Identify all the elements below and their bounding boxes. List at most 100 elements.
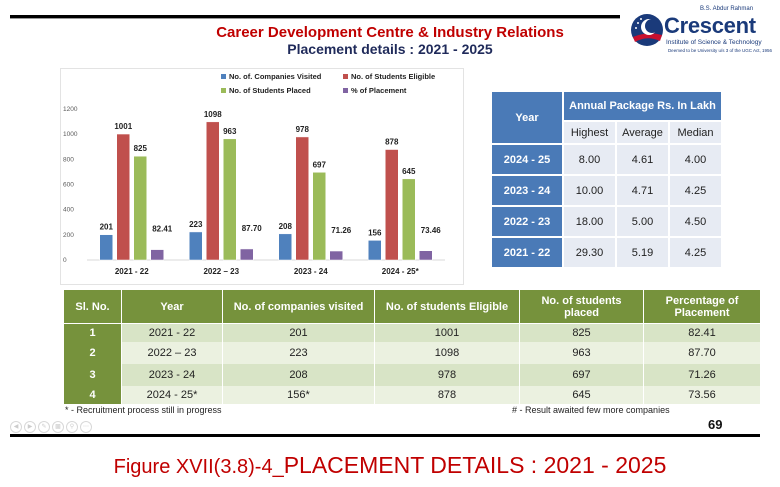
col-sl-no: Sl. No. — [63, 289, 122, 324]
row-placed: 645 — [519, 386, 644, 404]
package-highest: 18.00 — [564, 207, 615, 236]
package-group-header: Annual Package Rs. In Lakh — [564, 92, 721, 120]
package-year: 2022 - 23 — [492, 207, 562, 236]
more-icon[interactable]: ⋯ — [80, 421, 92, 433]
data-label: 82.41 — [152, 225, 173, 234]
row-eligible: 878 — [374, 386, 520, 404]
bar — [189, 231, 203, 261]
legend-swatch — [221, 88, 226, 93]
crescent-logo: B.S. Abdur Rahman Crescent Institute of … — [630, 6, 775, 68]
crescent-emblem-icon — [631, 14, 663, 46]
annual-package-table: Year Annual Package Rs. In Lakh Highest … — [490, 90, 723, 269]
package-highest: 8.00 — [564, 145, 615, 174]
package-year: 2023 - 24 — [492, 176, 562, 205]
row-percentage: 82.41 — [643, 323, 761, 342]
bar — [150, 249, 164, 261]
pen-icon[interactable]: ✎ — [38, 421, 50, 433]
col-companies-visited: No. of companies visited — [222, 289, 375, 324]
legend-swatch — [343, 74, 348, 79]
col-students-eligible: No. of students Eligible — [374, 289, 520, 324]
bottom-divider — [10, 434, 760, 437]
row-placed: 825 — [519, 323, 644, 342]
y-tick-label: 200 — [63, 232, 74, 239]
legend-label: % of Placement — [351, 86, 407, 95]
package-row: 2023 - 24 10.00 4.71 4.25 — [492, 176, 721, 205]
y-tick-label: 0 — [63, 257, 67, 264]
package-highest: 10.00 — [564, 176, 615, 205]
y-tick-label: 1000 — [63, 131, 78, 138]
page-title: Career Development Centre & Industry Rel… — [216, 24, 564, 41]
data-label: 963 — [223, 127, 237, 136]
package-row: 2024 - 25 8.00 4.61 4.00 — [492, 145, 721, 174]
package-highest: 29.30 — [564, 238, 615, 267]
logo-founder: B.S. Abdur Rahman — [700, 6, 754, 12]
top-divider-shadow — [10, 18, 620, 19]
previous-icon[interactable]: ◀ — [10, 421, 22, 433]
package-median: 4.00 — [670, 145, 721, 174]
next-icon[interactable]: ▶ — [24, 421, 36, 433]
row-placed: 697 — [519, 364, 644, 386]
package-col-average: Average — [617, 122, 668, 143]
row-eligible: 1001 — [374, 323, 520, 342]
bar — [206, 121, 220, 261]
footnote-awaited: # - Result awaited few more companies — [512, 405, 670, 415]
legend-label: No. of. Companies Visited — [229, 72, 322, 81]
bar — [223, 138, 237, 261]
legend-swatch — [343, 88, 348, 93]
page-subtitle: Placement details : 2021 - 2025 — [287, 41, 493, 57]
package-median: 4.25 — [670, 176, 721, 205]
package-row: 2022 - 23 18.00 5.00 4.50 — [492, 207, 721, 236]
y-tick-label: 400 — [63, 207, 74, 214]
bar — [133, 155, 147, 261]
package-col-highest: Highest — [564, 122, 615, 143]
chart-canvas: 0 200 400 600 800 1000 1200 No. of. Companies V… — [63, 72, 445, 276]
col-year: Year — [121, 289, 223, 324]
row-placed: 963 — [519, 342, 644, 364]
placement-details-table: Sl. No. Year No. of companies visited No… — [63, 289, 761, 404]
data-label: 71.26 — [331, 226, 352, 235]
row-year: 2021 - 22 — [121, 323, 223, 342]
data-label: 1098 — [204, 110, 222, 119]
zoom-icon[interactable]: ⚲ — [66, 421, 78, 433]
page-number: 69 — [708, 417, 723, 432]
row-year: 2022 – 23 — [121, 342, 223, 364]
row-year: 2023 - 24 — [121, 364, 223, 386]
bar — [278, 233, 292, 261]
package-col-median: Median — [670, 122, 721, 143]
row-sl-no: 1 — [63, 323, 122, 342]
col-students-placed: No. of students placed — [519, 289, 644, 324]
bar — [99, 234, 113, 261]
figure-caption-text: PLACEMENT DETAILS : 2021 - 2025 — [283, 452, 667, 478]
package-year-header: Year — [492, 92, 562, 143]
figure-caption-prefix: Figure XVII(3.8)-4_ — [113, 456, 284, 478]
row-sl-no: 3 — [63, 364, 122, 386]
package-median: 4.50 — [670, 207, 721, 236]
placement-header-row: Sl. No. Year No. of companies visited No… — [63, 289, 761, 324]
package-median: 4.25 — [670, 238, 721, 267]
package-year: 2024 - 25 — [492, 145, 562, 174]
placement-row: 3 2023 - 24 208 978 697 71.26 — [63, 364, 761, 386]
row-year: 2024 - 25* — [121, 386, 223, 404]
row-companies: 201 — [222, 323, 375, 342]
y-tick-label: 800 — [63, 156, 74, 163]
bar — [419, 250, 433, 261]
row-percentage: 87.70 — [643, 342, 761, 364]
package-average: 4.71 — [617, 176, 668, 205]
logo-tagline: Institute of Science & Technology — [666, 39, 762, 46]
data-label: 878 — [385, 138, 399, 147]
bar — [240, 248, 254, 261]
placement-row: 1 2021 - 22 201 1001 825 82.41 — [63, 323, 761, 342]
row-companies: 208 — [222, 364, 375, 386]
col-placement-percentage: Percentage of Placement — [643, 289, 761, 324]
logo-fine-print: Deemed to be University u/s 3 of the UGC… — [667, 48, 772, 53]
bar — [329, 250, 343, 261]
copy-icon[interactable]: ▩ — [52, 421, 64, 433]
row-sl-no: 2 — [63, 342, 122, 364]
x-tick-label: 2024 - 25* — [382, 267, 420, 276]
row-companies: 223 — [222, 342, 375, 364]
row-sl-no: 4 — [63, 386, 122, 404]
data-label: 1001 — [114, 122, 132, 131]
legend-label: No. of Students Eligible — [351, 72, 435, 81]
x-tick-label: 2021 - 22 — [115, 267, 149, 276]
placement-bar-chart: 0 200 400 600 800 1000 1200 No. of. Companies V… — [60, 68, 464, 285]
